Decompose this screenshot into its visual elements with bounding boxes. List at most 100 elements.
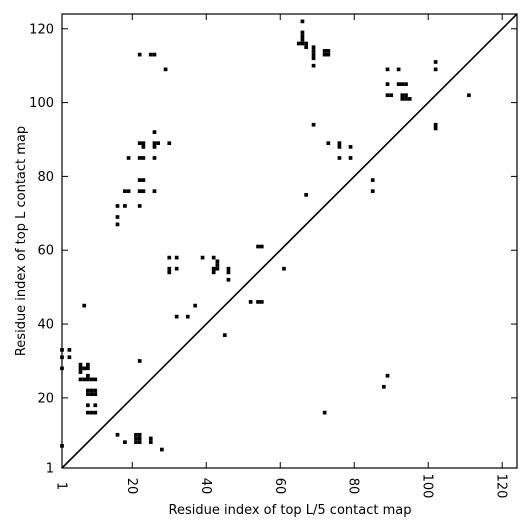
contact-cell-upper-78: [174, 266, 179, 271]
contact-cell-upper-47: [137, 141, 142, 146]
contact-cell-upper-45: [348, 156, 353, 160]
contact-cell-upper-95: [193, 303, 198, 308]
contact-cell-upper-60: [123, 189, 127, 194]
x-tick-label: 40: [198, 478, 213, 495]
contact-cell-upper-49: [152, 141, 157, 146]
contact-cell-lower-2: [123, 440, 127, 445]
plot-frame: [61, 13, 518, 469]
contact-cell-upper-87: [226, 277, 231, 282]
contact-cell-upper-94: [82, 303, 87, 308]
contact-cell-upper-35: [407, 97, 412, 101]
contact-cell-upper-93: [259, 300, 264, 304]
x-axis-ticks: 1 20 40 60 80 100 120: [54, 14, 509, 498]
contact-cell-upper-104: [78, 362, 83, 367]
contact-cell-upper-62: [137, 189, 142, 194]
contact-cell-upper-20: [163, 67, 168, 72]
contact-cell-upper-70: [370, 178, 375, 182]
contact-cell-upper-83: [215, 266, 220, 271]
contact-cell-upper-72: [304, 193, 308, 197]
contact-cell-upper-13: [326, 49, 331, 53]
contact-cell-upper-129: [381, 384, 386, 389]
contact-cell-upper-73: [167, 255, 172, 260]
contact-cell-upper-64: [152, 189, 157, 194]
contact-cell-upper-82: [211, 266, 216, 271]
contact-marks-upper: [60, 19, 471, 415]
contact-cell-upper-30: [389, 93, 394, 98]
contact-cell-upper-57: [126, 156, 131, 160]
contact-cell-lower-10: [148, 440, 153, 445]
x-tick-label: 1: [54, 482, 69, 490]
contact-cell-upper-43: [348, 145, 353, 149]
y-tick-label: 60: [37, 244, 54, 259]
contact-cell-upper-108: [86, 366, 90, 371]
contact-cell-upper-22: [396, 67, 401, 72]
contact-cell-upper-44: [337, 156, 342, 160]
contact-cell-lower-3: [134, 432, 138, 437]
contact-cell-upper-114: [93, 377, 98, 382]
contact-cell-upper-68: [115, 215, 120, 219]
contact-cell-upper-21: [385, 67, 390, 72]
contact-cell-upper-71: [370, 189, 375, 194]
contact-cell-upper-74: [174, 255, 179, 260]
contact-cell-upper-46: [152, 130, 157, 134]
contact-cell-upper-36: [467, 93, 471, 98]
contact-cell-upper-128: [385, 373, 390, 378]
contact-cell-upper-76: [211, 255, 216, 260]
contact-cell-lower-1: [115, 432, 120, 437]
contact-cell-upper-58: [137, 178, 142, 182]
contact-cell-upper-126: [89, 410, 94, 415]
contact-cell-upper-113: [89, 377, 94, 382]
contact-cell-upper-97: [185, 314, 190, 319]
contact-cell-upper-67: [137, 204, 142, 208]
contact-cell-upper-124: [93, 403, 98, 408]
contact-cell-upper-81: [215, 263, 220, 267]
x-tick-label: 80: [346, 478, 361, 495]
contact-cell-upper-91: [248, 300, 253, 304]
contact-cell-upper-9: [311, 49, 316, 53]
contact-cell-upper-79: [167, 270, 172, 275]
contact-cell-upper-110: [78, 377, 83, 382]
contact-cell-upper-12: [322, 49, 327, 53]
contact-cell-upper-4: [300, 37, 305, 42]
contact-cell-upper-89: [259, 244, 264, 249]
y-tick-label: 80: [37, 170, 54, 185]
contact-cell-upper-77: [167, 266, 172, 271]
y-tick-label: 20: [37, 391, 54, 406]
contact-cell-upper-6: [300, 30, 305, 35]
contact-cell-upper-31: [400, 93, 405, 98]
contact-cell-upper-56: [152, 156, 157, 160]
contact-cell-upper-61: [126, 189, 131, 194]
x-tick-label: 100: [420, 474, 435, 499]
contact-cell-upper-123: [86, 403, 90, 408]
x-tick-label: 20: [124, 478, 139, 495]
contact-cell-upper-33: [400, 97, 405, 101]
contact-cell-lower-11: [160, 447, 164, 452]
contact-cell-lower-4: [137, 432, 142, 437]
contact-cell-upper-107: [82, 366, 87, 371]
contact-cell-lower-8: [137, 440, 142, 445]
x-tick-label: 120: [494, 474, 509, 499]
contact-cell-upper-17: [137, 52, 142, 57]
contact-cell-upper-102: [67, 355, 72, 360]
contact-cell-upper-14: [322, 52, 327, 57]
contact-cell-upper-130: [322, 410, 327, 415]
contact-cell-upper-25: [385, 82, 390, 86]
contact-cell-upper-54: [137, 156, 142, 160]
contact-cell-upper-37: [433, 122, 438, 127]
contact-cell-upper-125: [86, 410, 90, 415]
y-tick-label: 1: [46, 462, 54, 477]
contact-cell-upper-52: [141, 145, 146, 149]
contact-cell-upper-39: [311, 122, 316, 127]
contact-cell-upper-127: [93, 410, 98, 415]
contact-cell-upper-50: [156, 141, 161, 146]
contact-cell-upper-112: [86, 377, 90, 382]
contact-cell-upper-23: [433, 60, 438, 64]
contact-cell-upper-42: [337, 145, 342, 149]
y-axis-label: Residue index of top L contact map: [14, 126, 29, 356]
contact-cell-upper-115: [86, 373, 90, 378]
contact-cell-upper-0: [300, 19, 305, 24]
contact-cell-upper-116: [137, 359, 142, 363]
contact-cell-upper-119: [93, 388, 98, 393]
